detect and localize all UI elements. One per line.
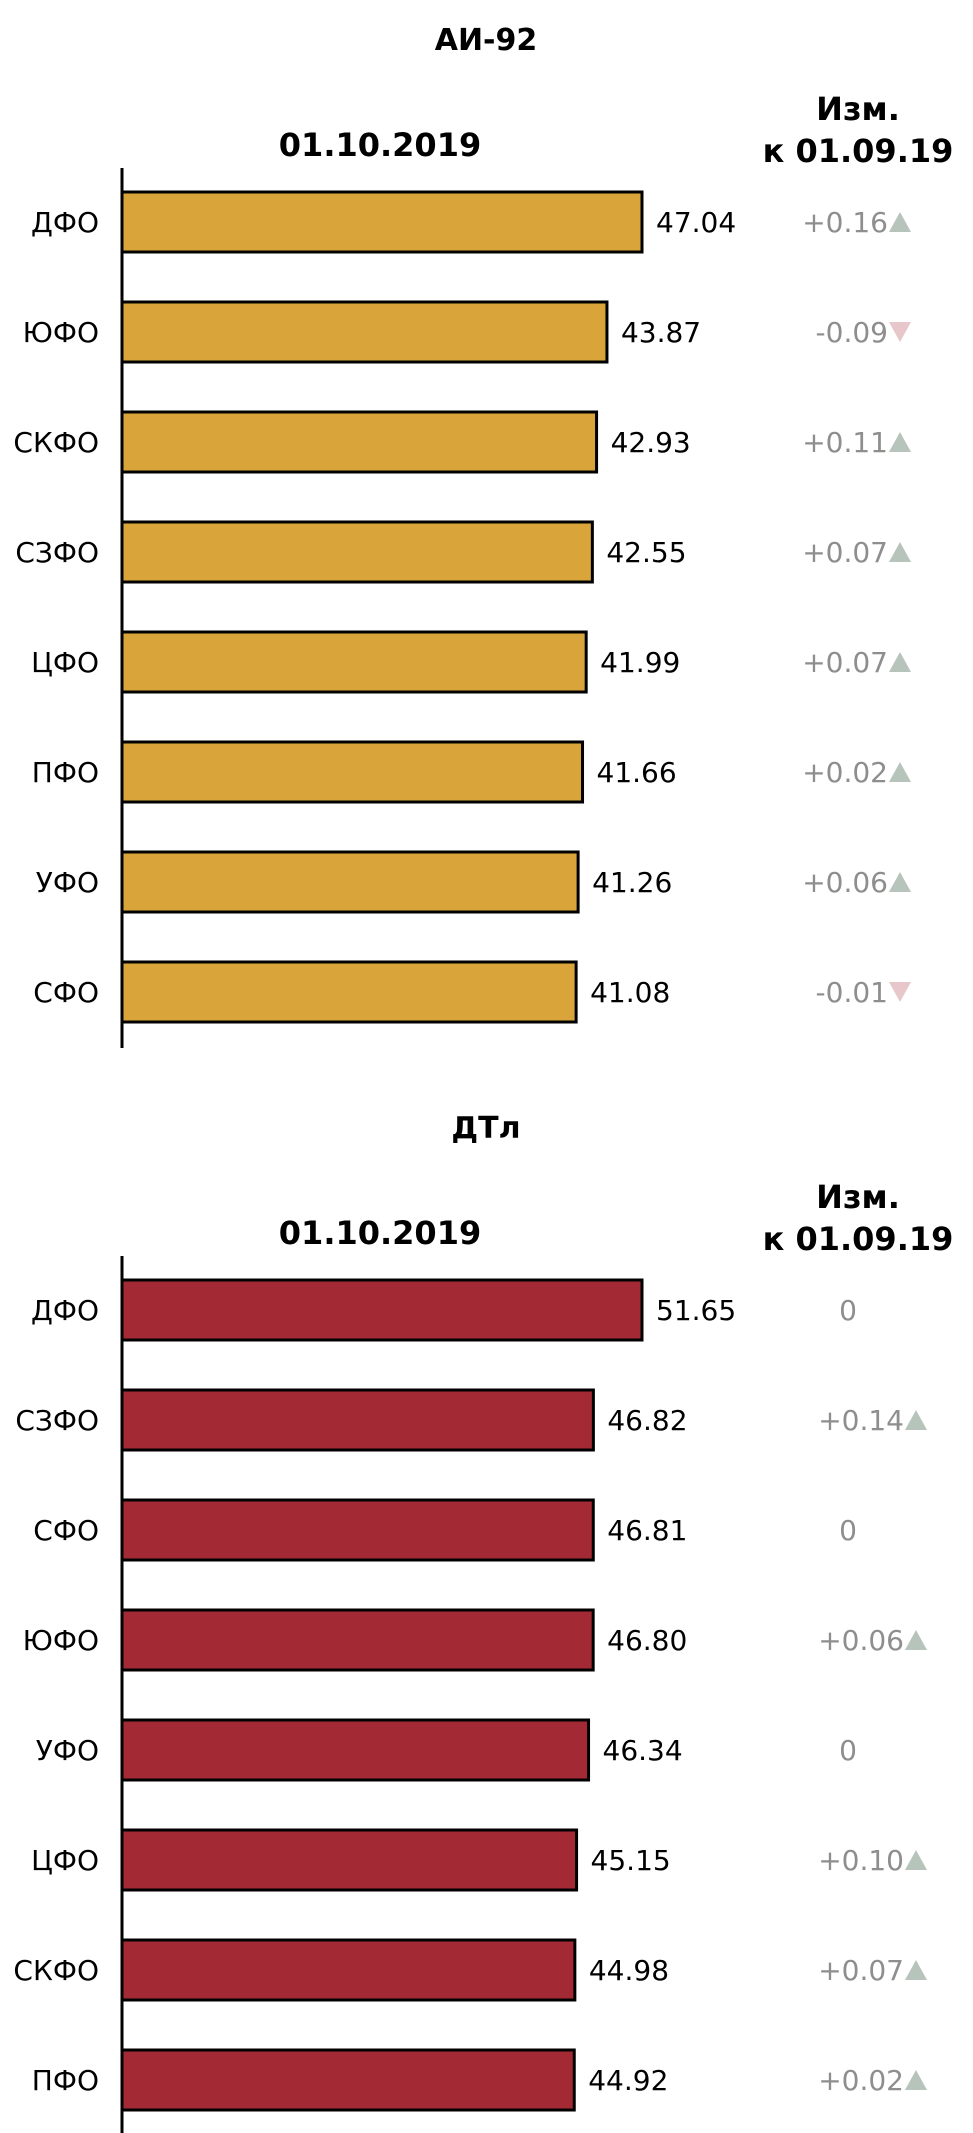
trend-up-icon xyxy=(905,2070,927,2090)
value-label: 41.26 xyxy=(592,866,672,899)
category-label: ЦФО xyxy=(31,1844,99,1877)
change-value: 0 xyxy=(839,1514,857,1547)
trend-up-icon xyxy=(905,1630,927,1650)
trend-up-icon xyxy=(889,762,911,782)
change-header-line-2: к 01.09.19 xyxy=(763,1220,954,1258)
bar xyxy=(120,960,578,1024)
trend-up-icon xyxy=(889,542,911,562)
value-label: 46.82 xyxy=(607,1404,687,1437)
change-value: -0.09 xyxy=(816,316,888,349)
value-label: 44.92 xyxy=(588,2064,668,2097)
chart-date: 01.10.2019 xyxy=(279,126,481,164)
change-header-line-1: Изм. xyxy=(816,90,900,128)
bar xyxy=(120,1388,595,1452)
bar xyxy=(120,740,585,804)
change-value: +0.16 xyxy=(802,206,888,239)
change-value: +0.07 xyxy=(802,536,888,569)
change-value: -0.01 xyxy=(816,976,888,1009)
value-label: 46.34 xyxy=(603,1734,683,1767)
change-value: 0 xyxy=(839,1294,857,1327)
bar xyxy=(120,1498,595,1562)
category-label: СЗФО xyxy=(15,536,99,569)
category-label: ПФО xyxy=(32,2064,99,2097)
change-value: +0.10 xyxy=(818,1844,904,1877)
trend-up-icon xyxy=(889,652,911,672)
bar xyxy=(120,410,599,474)
category-label: СЗФО xyxy=(15,1404,99,1437)
chart-date: 01.10.2019 xyxy=(279,1214,481,1252)
change-header-line-2: к 01.09.19 xyxy=(763,132,954,170)
change-value: +0.02 xyxy=(818,2064,904,2097)
change-value: +0.14 xyxy=(818,1404,904,1437)
value-label: 46.80 xyxy=(607,1624,687,1657)
value-label: 47.04 xyxy=(656,206,736,239)
bar xyxy=(120,300,609,364)
value-label: 41.08 xyxy=(590,976,670,1009)
trend-up-icon xyxy=(889,212,911,232)
category-label: ДФО xyxy=(31,1294,99,1327)
bar xyxy=(120,1938,577,2002)
category-label: СФО xyxy=(33,976,99,1009)
trend-up-icon xyxy=(905,1850,927,1870)
value-label: 51.65 xyxy=(656,1294,736,1327)
bar xyxy=(120,1278,644,1342)
bar xyxy=(120,1828,579,1892)
value-label: 44.98 xyxy=(589,1954,669,1987)
category-label: СКФО xyxy=(13,1954,99,1987)
value-label: 45.15 xyxy=(591,1844,671,1877)
trend-down-icon xyxy=(889,982,911,1002)
category-label: СКФО xyxy=(13,426,99,459)
chart-title: ДТл xyxy=(451,1111,520,1146)
category-label: ЮФО xyxy=(23,316,99,349)
category-label: УФО xyxy=(36,866,99,899)
value-label: 43.87 xyxy=(621,316,701,349)
bar xyxy=(120,1718,591,1782)
value-label: 42.55 xyxy=(606,536,686,569)
value-label: 42.93 xyxy=(611,426,691,459)
bar xyxy=(120,1608,595,1672)
trend-up-icon xyxy=(905,1410,927,1430)
change-header-line-1: Изм. xyxy=(816,1178,900,1216)
change-value: +0.07 xyxy=(802,646,888,679)
bar xyxy=(120,520,594,584)
value-label: 46.81 xyxy=(607,1514,687,1547)
trend-up-icon xyxy=(889,432,911,452)
bar xyxy=(120,630,588,694)
category-label: ЮФО xyxy=(23,1624,99,1657)
category-label: ДФО xyxy=(31,206,99,239)
bar xyxy=(120,2048,576,2112)
category-label: ПФО xyxy=(32,756,99,789)
change-value: 0 xyxy=(839,1734,857,1767)
bar xyxy=(120,190,644,254)
category-label: УФО xyxy=(36,1734,99,1767)
trend-up-icon xyxy=(889,872,911,892)
category-label: СФО xyxy=(33,1514,99,1547)
change-value: +0.06 xyxy=(802,866,888,899)
trend-up-icon xyxy=(905,1960,927,1980)
change-value: +0.02 xyxy=(802,756,888,789)
category-label: ЦФО xyxy=(31,646,99,679)
value-label: 41.99 xyxy=(600,646,680,679)
trend-down-icon xyxy=(889,322,911,342)
change-value: +0.07 xyxy=(818,1954,904,1987)
change-value: +0.06 xyxy=(818,1624,904,1657)
change-value: +0.11 xyxy=(802,426,888,459)
value-label: 41.66 xyxy=(597,756,677,789)
bar xyxy=(120,850,580,914)
chart-title: АИ-92 xyxy=(435,23,538,58)
